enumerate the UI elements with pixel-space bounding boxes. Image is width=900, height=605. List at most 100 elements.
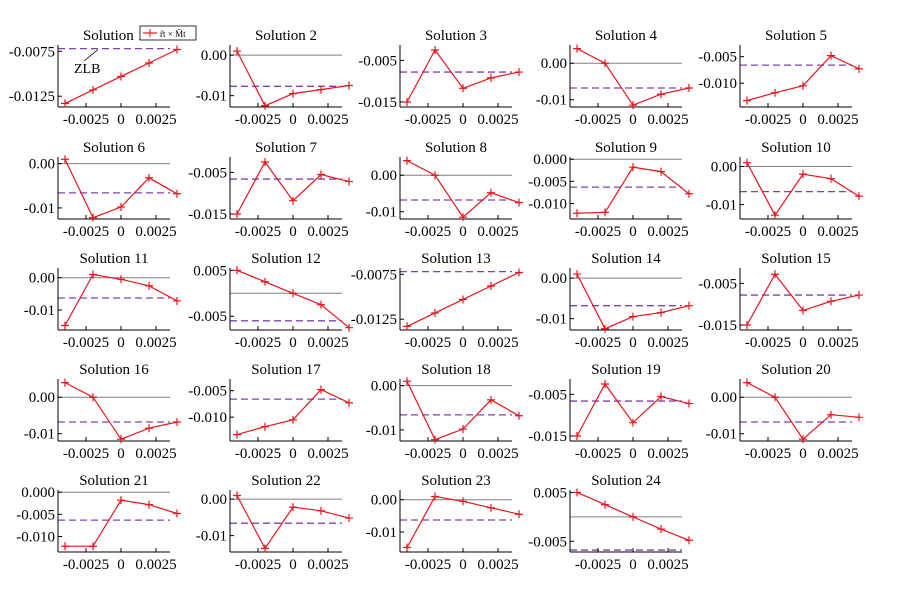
y-tick-label: 0.005 bbox=[533, 485, 567, 501]
x-tick-label: 0 bbox=[289, 446, 297, 462]
data-point bbox=[289, 196, 297, 205]
y-tick-label: 0.00 bbox=[371, 168, 397, 184]
data-point bbox=[403, 322, 411, 331]
data-point bbox=[629, 101, 637, 110]
series-line bbox=[65, 499, 178, 547]
x-tick-label: 0.0025 bbox=[135, 112, 176, 128]
panel-title: Solution 18 bbox=[421, 362, 491, 378]
data-point bbox=[685, 84, 693, 93]
data-point bbox=[855, 64, 863, 73]
data-point bbox=[317, 170, 325, 179]
data-point bbox=[799, 81, 807, 90]
data-point bbox=[233, 491, 241, 500]
series-line bbox=[576, 166, 690, 214]
y-tick-label: -0.005 bbox=[188, 384, 227, 400]
panel-20: Solution 20 0.00 -0.01 -0.0025 0 0.0025 bbox=[706, 362, 863, 462]
data-point bbox=[173, 296, 181, 305]
x-tick-label: 0.0025 bbox=[477, 557, 518, 573]
data-point bbox=[771, 270, 779, 279]
y-tick-label: -0.005 bbox=[358, 53, 397, 69]
x-tick-label: -0.0025 bbox=[235, 224, 281, 240]
zlb-annotation: ZLB bbox=[74, 62, 100, 77]
data-point bbox=[799, 435, 807, 444]
panel-title: Solution 10 bbox=[761, 140, 831, 156]
y-tick-label: -0.005 bbox=[528, 174, 567, 190]
data-point bbox=[117, 275, 125, 284]
legend-marker bbox=[146, 29, 154, 37]
data-point bbox=[89, 393, 97, 402]
y-tick-label: -0.0075 bbox=[9, 44, 55, 60]
panel-title: Solution 1 bbox=[83, 28, 145, 44]
panel-title: Solution 21 bbox=[79, 473, 149, 489]
x-tick-label: 0.0025 bbox=[647, 335, 688, 351]
panel-2: Solution 2 0.00 -0.01 -0.0025 0 0.0025 bbox=[196, 28, 353, 128]
x-tick-label: -0.0025 bbox=[235, 446, 281, 462]
panel-7: Solution 7 -0.005 -0.015 -0.0025 0 0.0025 bbox=[188, 140, 353, 240]
x-tick-label: -0.0025 bbox=[405, 335, 451, 351]
x-tick-label: 0.0025 bbox=[817, 446, 858, 462]
data-point bbox=[487, 281, 495, 290]
data-point bbox=[515, 268, 523, 277]
data-point bbox=[515, 198, 523, 207]
y-tick-label: -0.005 bbox=[698, 50, 737, 66]
data-point bbox=[601, 500, 609, 509]
x-tick-label: -0.0025 bbox=[575, 112, 621, 128]
y-tick-label: -0.0125 bbox=[351, 312, 397, 328]
data-point bbox=[317, 506, 325, 515]
x-tick-label: 0 bbox=[799, 446, 807, 462]
panel-13: Solution 13 -0.0075 -0.0125 -0.0025 0 0.0025 bbox=[351, 251, 523, 351]
data-point bbox=[743, 96, 751, 105]
y-tick-label: -0.005 bbox=[16, 507, 55, 523]
panel-title: Solution 5 bbox=[765, 28, 827, 44]
panel-3: Solution 3 -0.005 -0.015 -0.0025 0 0.0025 bbox=[358, 28, 523, 128]
x-tick-label: 0 bbox=[629, 446, 637, 462]
data-point bbox=[601, 379, 609, 388]
x-tick-label: -0.0025 bbox=[745, 112, 791, 128]
data-point bbox=[173, 509, 181, 518]
data-point bbox=[261, 422, 269, 431]
y-tick-label: 0.00 bbox=[29, 390, 55, 406]
panel-title: Solution 4 bbox=[595, 28, 658, 44]
x-tick-label: 0 bbox=[289, 112, 297, 128]
data-point bbox=[459, 425, 467, 434]
data-point bbox=[233, 210, 241, 219]
data-point bbox=[145, 58, 153, 67]
x-tick-label: 0.0025 bbox=[477, 224, 518, 240]
series-line bbox=[576, 382, 690, 437]
data-point bbox=[657, 392, 665, 401]
series-line bbox=[406, 160, 520, 219]
y-tick-label: -0.01 bbox=[706, 427, 737, 443]
x-tick-label: 0 bbox=[117, 557, 125, 573]
zlb-annotation-arrow bbox=[83, 49, 99, 62]
data-point bbox=[345, 398, 353, 407]
data-point bbox=[629, 163, 637, 172]
data-point bbox=[61, 378, 69, 387]
x-tick-label: 0 bbox=[289, 557, 297, 573]
data-point bbox=[515, 510, 523, 519]
data-point bbox=[855, 291, 863, 300]
data-point bbox=[289, 89, 297, 98]
data-point bbox=[459, 295, 467, 304]
data-point bbox=[685, 399, 693, 408]
y-tick-label: -0.01 bbox=[196, 529, 227, 545]
series-line bbox=[746, 273, 860, 326]
x-tick-label: -0.0025 bbox=[235, 112, 281, 128]
y-tick-label: -0.01 bbox=[196, 89, 227, 105]
y-tick-label: -0.01 bbox=[366, 423, 397, 439]
x-tick-label: 0.0025 bbox=[817, 335, 858, 351]
y-tick-label: 0.00 bbox=[371, 493, 397, 509]
data-point bbox=[289, 503, 297, 512]
y-tick-label: -0.010 bbox=[698, 76, 737, 92]
data-point bbox=[403, 98, 411, 107]
y-tick-label: -0.005 bbox=[188, 165, 227, 181]
x-tick-label: 0.0025 bbox=[647, 557, 688, 573]
data-point bbox=[261, 544, 269, 553]
y-tick-label: 0.00 bbox=[201, 48, 227, 64]
series-line bbox=[746, 382, 860, 441]
data-point bbox=[629, 312, 637, 321]
y-tick-label: 0.005 bbox=[193, 263, 227, 279]
data-point bbox=[233, 266, 241, 275]
x-tick-label: 0 bbox=[289, 335, 297, 351]
x-tick-label: 0.0025 bbox=[307, 557, 348, 573]
